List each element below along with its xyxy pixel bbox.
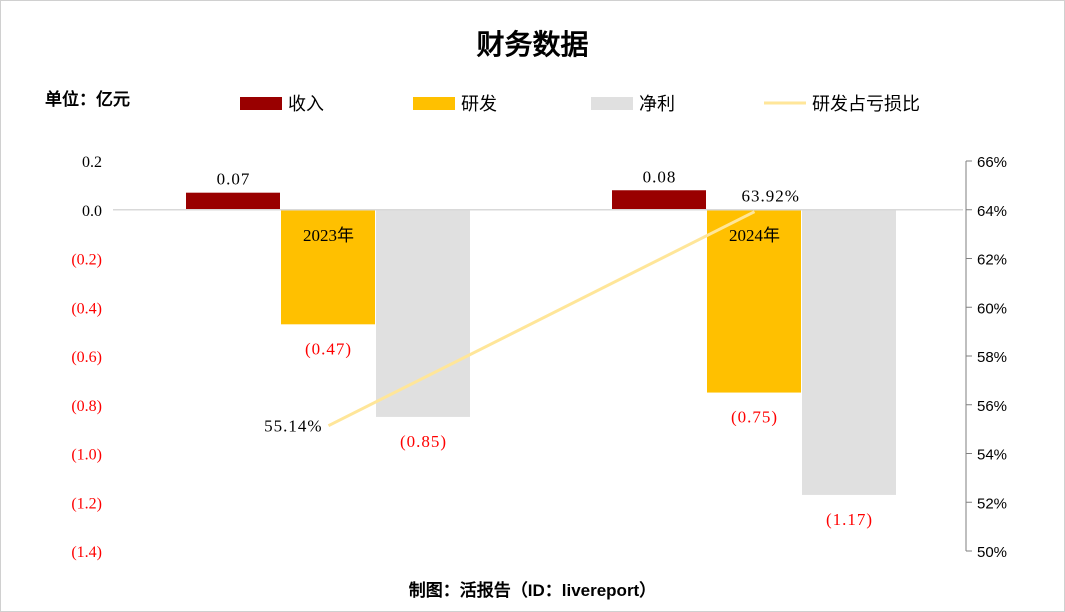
legend-swatch-研发: [413, 97, 455, 110]
bar-研发-2024年: [707, 209, 801, 393]
x-tick-label: 2024年: [729, 226, 780, 245]
data-label: (0.47): [305, 339, 352, 358]
line-研发占亏损比: [327, 210, 756, 428]
y-right-tick-label: 64%: [977, 203, 1007, 220]
unit-label: 单位：亿元: [45, 90, 130, 109]
y-left-tick-label: 0.2: [82, 154, 102, 171]
bar-收入-2023年: [186, 192, 280, 210]
data-label: (0.85): [400, 432, 447, 451]
chart-title: 财务数据: [476, 28, 589, 61]
legend-label: 研发占亏损比: [812, 94, 920, 114]
y-right-tick-label: 58%: [977, 349, 1007, 366]
bar-净利-2024年: [802, 209, 896, 495]
data-label: (1.17): [826, 510, 873, 529]
y-right-tick-label: 52%: [977, 495, 1007, 512]
y-left-tick-label: (0.4): [71, 300, 102, 317]
legend-label: 研发: [461, 94, 497, 114]
bar-收入-2024年: [612, 190, 706, 210]
data-label: 0.07: [217, 170, 251, 189]
y-right-tick-label: 50%: [977, 544, 1007, 561]
y-right-tick-label: 60%: [977, 300, 1007, 317]
y-left-tick-label: (0.8): [71, 398, 102, 415]
legend-swatch-净利: [591, 97, 633, 110]
y-left-tick-label: (1.4): [71, 544, 102, 561]
legend-swatch-收入: [240, 97, 282, 110]
bar-研发-2023年: [281, 209, 375, 325]
y-left-tick-label: 0.0: [82, 203, 102, 220]
data-label: 0.08: [643, 167, 677, 186]
line-data-label: 55.14%: [264, 417, 322, 436]
y-right-tick-label: 54%: [977, 447, 1007, 464]
y-left-tick-label: (0.2): [71, 252, 102, 269]
legend-label: 净利: [639, 94, 675, 114]
bar-净利-2023年: [376, 209, 470, 417]
y-left-tick-label: (1.2): [71, 495, 102, 512]
y-right-tick-label: 62%: [977, 252, 1007, 269]
y-left-tick-label: (1.0): [71, 447, 102, 464]
x-tick-label: 2023年: [303, 226, 354, 245]
y-left-tick-label: (0.6): [71, 349, 102, 366]
line-data-label: 63.92%: [742, 187, 800, 206]
data-label: (0.75): [731, 408, 778, 427]
legend-label: 收入: [288, 94, 324, 114]
y-right-tick-label: 56%: [977, 398, 1007, 415]
y-right-tick-label: 66%: [977, 154, 1007, 171]
chart-footer: 制图：活报告（ID：livereport）: [408, 581, 657, 600]
